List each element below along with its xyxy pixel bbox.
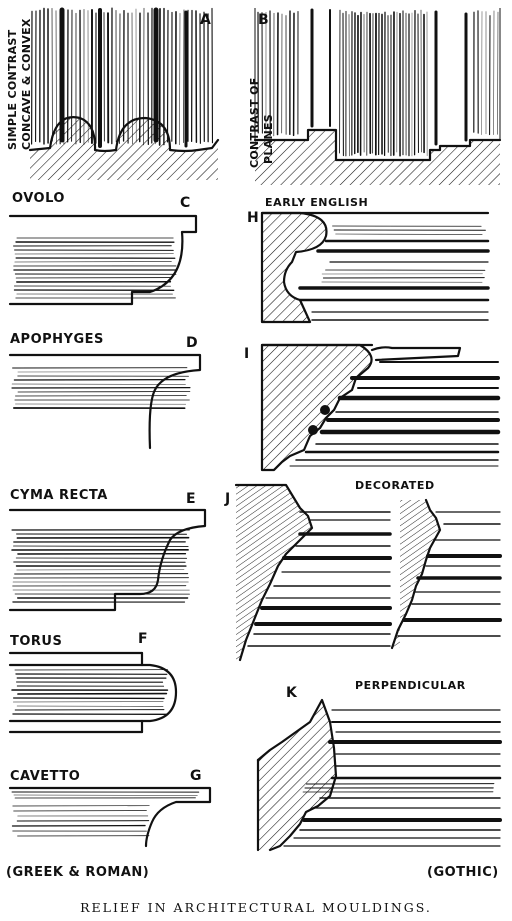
panel-d-profile <box>8 353 202 450</box>
panel-a-hatched-section <box>30 117 218 180</box>
panel-e-letter: E <box>186 491 196 507</box>
panel-c-shading <box>13 237 177 299</box>
panel-f-torus: TORUS F <box>8 631 178 734</box>
panel-b-contrast-of-planes: B CONTRAST OF PLANES <box>248 8 502 185</box>
panel-k-perpendicular: PERPENDICULAR K <box>256 679 502 852</box>
panel-d-shading <box>11 367 191 409</box>
panel-f-profile <box>8 663 178 723</box>
panel-c-title: OVOLO <box>12 191 65 206</box>
panel-e-title: CYMA RECTA <box>10 488 108 503</box>
panel-i-shading <box>289 361 501 467</box>
panel-h-letter: H <box>247 210 259 226</box>
panel-f-title: TORUS <box>10 634 62 649</box>
footer-gothic: (GOTHIC) <box>427 865 499 880</box>
panel-j-title: DECORATED <box>355 479 435 492</box>
panel-j-hatched-section-right <box>392 500 440 648</box>
panel-a-letter: A <box>200 12 211 28</box>
panel-b-hatched-section <box>255 130 500 185</box>
panel-g-letter: G <box>190 768 202 784</box>
panel-d-letter: D <box>186 335 198 351</box>
panel-a-label-line2: CONCAVE & CONVEX <box>20 18 33 150</box>
panel-a-shading <box>31 7 214 148</box>
panel-i-hatched-section <box>262 345 372 470</box>
panel-b-label-line1: CONTRAST OF <box>248 77 261 168</box>
panel-b-letter: B <box>258 12 269 28</box>
panel-b-profile <box>253 128 502 162</box>
panel-g-profile <box>8 786 212 848</box>
panel-j-shading <box>247 511 502 647</box>
panel-c-profile <box>8 214 198 306</box>
panel-h-shading <box>298 225 490 321</box>
panel-g-cavetto: CAVETTO G <box>8 768 212 848</box>
panel-c-letter: C <box>180 195 190 211</box>
panel-g-shading <box>11 791 200 837</box>
panel-c-ovolo: OVOLO C <box>8 191 198 306</box>
panel-i-gothic: I <box>244 343 501 472</box>
panel-h-profile <box>260 211 328 324</box>
panel-j-decorated: DECORATED J <box>224 479 502 662</box>
panel-e-shading <box>11 529 190 603</box>
panel-a-simple-contrast: A SIMPLE CONTRAST CONCAVE & CONVEX <box>6 7 220 180</box>
panel-i-letter: I <box>244 346 249 362</box>
panel-h-title: EARLY ENGLISH <box>265 196 368 209</box>
panel-d-title: APOPHYGES <box>10 332 104 347</box>
plate-caption: RELIEF IN ARCHITECTURAL MOULDINGS. <box>80 900 432 915</box>
panel-k-letter: K <box>286 685 298 701</box>
panel-e-cyma-recta: CYMA RECTA E <box>8 488 207 612</box>
footer-greek-roman: (GREEK & ROMAN) <box>6 865 149 880</box>
panel-g-title: CAVETTO <box>10 769 80 784</box>
panel-k-title: PERPENDICULAR <box>355 679 466 692</box>
panel-f-letter: F <box>138 631 148 647</box>
panel-k-shading <box>283 709 502 847</box>
panel-a-profile <box>28 116 220 153</box>
panel-a-label-line1: SIMPLE CONTRAST <box>6 29 19 150</box>
panel-j-letter: J <box>224 491 230 507</box>
panel-h-hatched-section <box>262 213 327 322</box>
panel-h-early-english: EARLY ENGLISH H <box>247 196 490 324</box>
panel-b-label-line2: PLANES <box>262 114 275 164</box>
panel-d-apophyges: APOPHYGES D <box>8 332 202 450</box>
panel-f-shading <box>11 669 169 715</box>
panel-e-profile <box>8 508 207 612</box>
panel-k-hatched-section <box>258 700 336 850</box>
panel-b-shading <box>257 8 499 157</box>
